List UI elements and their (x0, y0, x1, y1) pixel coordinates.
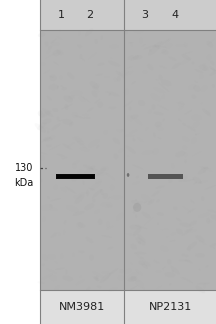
Ellipse shape (144, 202, 147, 203)
Ellipse shape (95, 39, 98, 44)
Ellipse shape (50, 198, 61, 201)
Ellipse shape (119, 269, 124, 273)
Ellipse shape (127, 55, 133, 60)
Ellipse shape (130, 276, 136, 281)
Ellipse shape (97, 101, 103, 108)
Text: 130: 130 (15, 164, 33, 173)
Ellipse shape (65, 104, 68, 110)
Ellipse shape (153, 111, 164, 115)
Ellipse shape (210, 66, 215, 71)
Ellipse shape (182, 54, 191, 60)
Ellipse shape (136, 176, 139, 179)
Ellipse shape (213, 247, 215, 249)
Ellipse shape (135, 199, 137, 201)
Ellipse shape (55, 268, 65, 270)
Ellipse shape (157, 212, 164, 216)
Ellipse shape (60, 85, 64, 87)
Ellipse shape (92, 189, 102, 198)
Ellipse shape (138, 260, 145, 265)
Ellipse shape (62, 87, 67, 90)
Ellipse shape (157, 222, 159, 225)
Ellipse shape (47, 131, 49, 133)
Ellipse shape (149, 49, 151, 52)
Text: 4: 4 (172, 10, 178, 20)
Text: 3: 3 (141, 10, 148, 20)
Ellipse shape (169, 284, 171, 285)
Ellipse shape (103, 193, 108, 199)
Ellipse shape (168, 178, 172, 183)
Ellipse shape (133, 210, 136, 214)
Ellipse shape (128, 42, 133, 43)
Ellipse shape (132, 81, 136, 84)
Text: kDa: kDa (14, 178, 33, 188)
Ellipse shape (144, 45, 156, 49)
Text: 1: 1 (58, 10, 65, 20)
Ellipse shape (97, 286, 102, 288)
Text: 2: 2 (86, 10, 93, 20)
Ellipse shape (138, 100, 145, 106)
Ellipse shape (178, 119, 181, 122)
Ellipse shape (131, 55, 139, 61)
Ellipse shape (158, 82, 169, 92)
Text: NM3981: NM3981 (59, 302, 105, 312)
Bar (57, 175, 94, 178)
Ellipse shape (53, 62, 59, 65)
Bar (40, 290, 216, 324)
Ellipse shape (176, 218, 182, 221)
Ellipse shape (202, 109, 211, 116)
Ellipse shape (184, 179, 195, 182)
Ellipse shape (167, 259, 172, 264)
Ellipse shape (49, 75, 57, 81)
Ellipse shape (48, 46, 52, 49)
Circle shape (127, 173, 129, 177)
Bar (40, 30, 216, 290)
Ellipse shape (210, 69, 216, 75)
Ellipse shape (108, 247, 113, 249)
Ellipse shape (108, 61, 120, 67)
Bar (56, 174, 95, 179)
Ellipse shape (117, 76, 121, 82)
Ellipse shape (138, 241, 141, 244)
Bar (40, 0, 216, 30)
Ellipse shape (148, 45, 159, 55)
Ellipse shape (89, 188, 95, 191)
Ellipse shape (133, 55, 143, 60)
Ellipse shape (142, 263, 148, 269)
Ellipse shape (67, 72, 75, 79)
Ellipse shape (148, 199, 154, 205)
Ellipse shape (156, 46, 167, 48)
Ellipse shape (201, 196, 204, 201)
Ellipse shape (64, 96, 73, 102)
Ellipse shape (212, 84, 215, 88)
Ellipse shape (101, 235, 112, 238)
Ellipse shape (100, 189, 103, 195)
Ellipse shape (206, 41, 213, 47)
Bar (148, 174, 183, 179)
Ellipse shape (162, 119, 165, 121)
Ellipse shape (132, 165, 143, 169)
Ellipse shape (38, 110, 43, 116)
Ellipse shape (38, 32, 46, 37)
Ellipse shape (57, 154, 65, 157)
Ellipse shape (131, 200, 139, 204)
Ellipse shape (97, 63, 104, 66)
Ellipse shape (133, 203, 141, 212)
Ellipse shape (142, 44, 146, 46)
Text: NP2131: NP2131 (148, 302, 192, 312)
Ellipse shape (121, 129, 124, 132)
Ellipse shape (131, 115, 138, 119)
Ellipse shape (195, 286, 205, 293)
Ellipse shape (79, 54, 82, 59)
Ellipse shape (52, 108, 58, 112)
Ellipse shape (90, 81, 99, 89)
